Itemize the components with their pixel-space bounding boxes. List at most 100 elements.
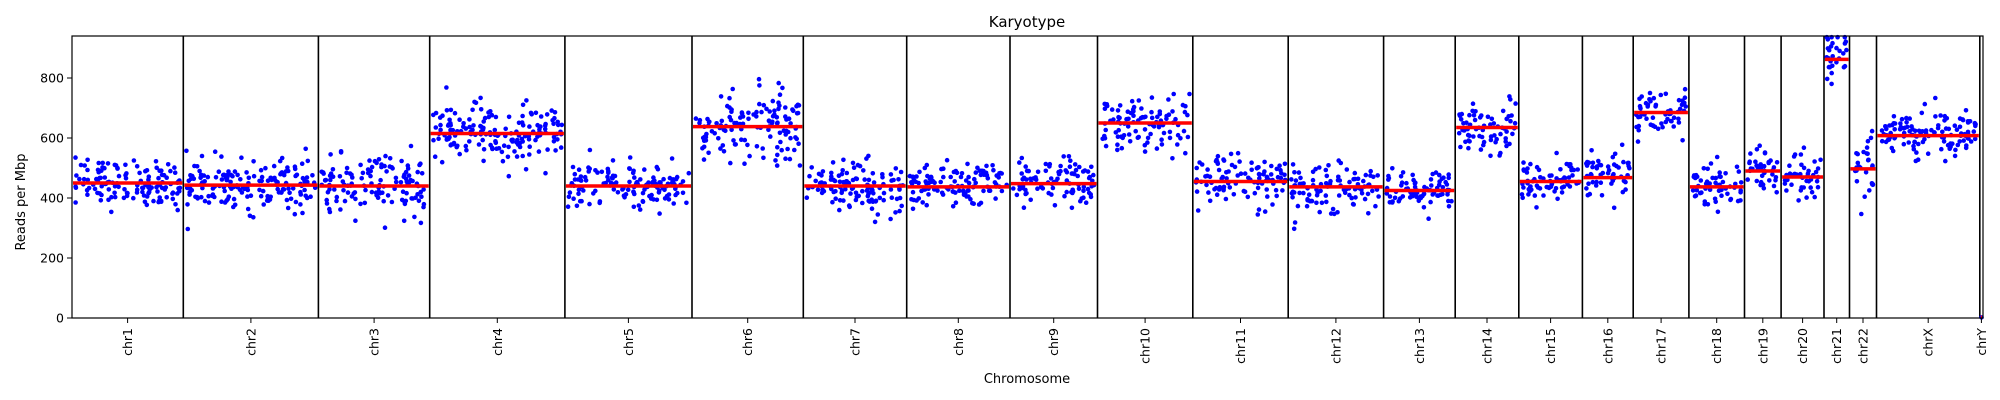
data-point [761, 102, 767, 108]
data-point [1855, 151, 1860, 157]
data-point [1466, 145, 1471, 151]
data-point [436, 136, 441, 141]
data-point [972, 176, 977, 182]
data-point [1699, 190, 1704, 195]
data-point [1399, 180, 1405, 185]
data-point [860, 188, 865, 194]
data-point [797, 163, 803, 168]
data-point [1214, 192, 1220, 197]
data-point [1265, 194, 1270, 199]
data-point [1801, 185, 1806, 190]
data-point [1799, 162, 1804, 168]
data-point [1185, 134, 1191, 140]
data-point [74, 173, 79, 178]
data-point [615, 190, 621, 195]
data-point [721, 149, 727, 154]
data-point [1938, 113, 1943, 118]
data-point [1702, 202, 1707, 207]
data-point [830, 199, 835, 205]
data-point [385, 193, 391, 198]
data-point [77, 176, 82, 182]
data-point [1757, 143, 1762, 148]
data-point [1035, 186, 1040, 191]
data-point [304, 195, 310, 201]
data-point [1549, 173, 1554, 178]
data-point [284, 197, 290, 203]
data-point [298, 192, 304, 197]
data-point [1280, 188, 1285, 193]
data-point [1612, 151, 1618, 157]
data-point [914, 174, 919, 179]
data-point [1771, 183, 1777, 189]
data-point [384, 169, 389, 174]
data-point [854, 176, 860, 182]
data-point [285, 165, 290, 170]
data-point [542, 126, 548, 132]
data-point [506, 173, 512, 179]
data-point [492, 127, 498, 133]
data-point [350, 175, 355, 180]
data-point [345, 190, 351, 195]
data-point [1171, 91, 1176, 97]
data-point [1355, 176, 1361, 182]
data-point [271, 163, 277, 169]
data-point [1587, 191, 1593, 197]
data-point [418, 189, 424, 195]
data-point [156, 175, 161, 181]
data-point [1249, 160, 1254, 165]
data-point [1586, 181, 1591, 186]
data-point [1104, 103, 1110, 109]
data-point [146, 177, 151, 183]
data-point [1605, 164, 1611, 169]
data-point [1159, 142, 1165, 147]
data-point [911, 197, 917, 203]
data-point [924, 202, 929, 208]
data-point [1430, 192, 1435, 197]
data-point [1479, 134, 1485, 140]
data-point [777, 103, 782, 108]
data-point [613, 180, 619, 185]
data-point [463, 143, 469, 149]
data-point [123, 176, 129, 181]
data-point [450, 127, 456, 133]
data-point [1375, 173, 1380, 178]
data-point [1231, 192, 1237, 197]
data-point [383, 153, 388, 159]
data-point [632, 175, 637, 180]
data-point [747, 153, 752, 159]
data-point [578, 174, 584, 179]
data-point [481, 119, 487, 124]
data-point [1488, 122, 1493, 127]
data-point [599, 169, 605, 175]
data-point [506, 144, 511, 150]
data-point [926, 180, 932, 186]
data-point [1436, 182, 1442, 188]
data-point [661, 176, 666, 182]
data-point [701, 157, 707, 162]
data-point [1627, 165, 1632, 171]
data-point [662, 187, 667, 193]
data-point [553, 148, 558, 153]
data-point [1317, 209, 1322, 215]
data-point [1681, 100, 1686, 105]
x-tick-label: chrY [1974, 328, 1989, 356]
data-point [245, 206, 251, 212]
data-point [829, 170, 834, 176]
data-point [290, 186, 296, 191]
data-point [189, 188, 195, 193]
data-point [780, 85, 785, 91]
data-point [263, 165, 268, 171]
data-point [292, 166, 298, 172]
data-point [1610, 154, 1616, 160]
data-point [499, 149, 505, 155]
data-point [680, 179, 686, 184]
data-point [631, 204, 637, 210]
data-point [1869, 128, 1875, 134]
axes-frame [71, 35, 1984, 319]
data-point [1173, 116, 1178, 122]
data-point [792, 147, 797, 153]
data-point [1782, 177, 1788, 183]
data-point [467, 117, 472, 122]
data-point [232, 169, 238, 174]
data-point [368, 168, 374, 174]
